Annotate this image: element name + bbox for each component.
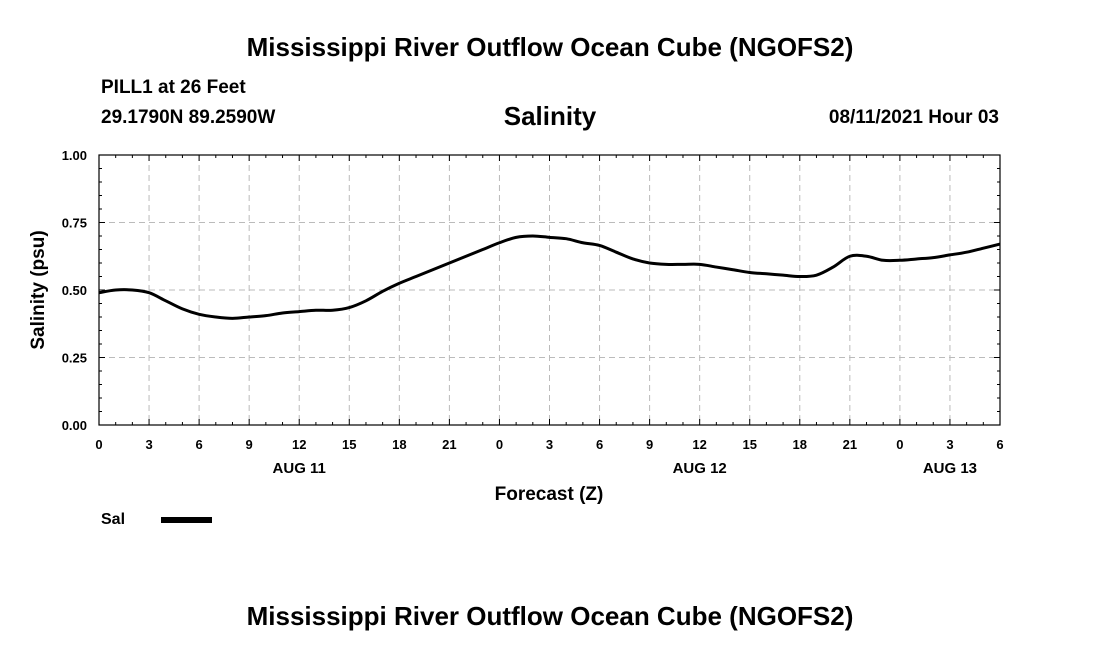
x-tick-label: 0 (95, 437, 102, 452)
chart-title-bottom: Mississippi River Outflow Ocean Cube (NG… (246, 601, 854, 631)
y-tick-label: 1.00 (62, 148, 87, 163)
series-line-sal (98, 234, 1001, 320)
x-tick-label: 3 (946, 437, 953, 452)
x-tick-label: 18 (392, 437, 406, 452)
x-tick-label: 12 (692, 437, 706, 452)
station-coordinates: 29.1790N 89.2590W (101, 107, 276, 128)
chart-title-top: Mississippi River Outflow Ocean Cube (NG… (246, 32, 854, 62)
forecast-datetime: 08/11/2021 Hour 03 (828, 107, 999, 128)
x-tick-label: 0 (496, 437, 503, 452)
station-label: PILL1 at 26 Feet (101, 77, 246, 98)
x-tick-label: 3 (546, 437, 553, 452)
variable-title: Salinity (503, 101, 597, 131)
legend-label: Sal (101, 511, 126, 528)
x-tick-label: 21 (442, 437, 456, 452)
y-tick-label: 0.75 (62, 216, 87, 231)
y-tick-label: 0.25 (62, 351, 87, 366)
x-tick-label: 12 (292, 437, 306, 452)
x-tick-label: 6 (195, 437, 202, 452)
x-axis-title: Forecast (Z) (495, 484, 604, 505)
y-tick-label: 0.50 (62, 283, 87, 298)
x-tick-label: 18 (793, 437, 807, 452)
x-tick-label: 6 (596, 437, 603, 452)
x-tick-label: 9 (646, 437, 653, 452)
plot-frame (98, 154, 1001, 426)
date-label: AUG 11 (273, 460, 326, 477)
x-tick-label: 0 (896, 437, 903, 452)
x-tick-label: 15 (342, 437, 356, 452)
date-label: AUG 12 (673, 460, 727, 477)
x-tick-label: 6 (996, 437, 1003, 452)
x-tick-label: 3 (145, 437, 152, 452)
date-label: AUG 13 (923, 460, 977, 477)
x-tick-label: 9 (246, 437, 253, 452)
y-axis-title: Salinity (psu) (28, 230, 49, 349)
x-tick-label: 21 (843, 437, 857, 452)
x-tick-label: 15 (742, 437, 756, 452)
y-tick-label: 0.00 (62, 418, 87, 433)
